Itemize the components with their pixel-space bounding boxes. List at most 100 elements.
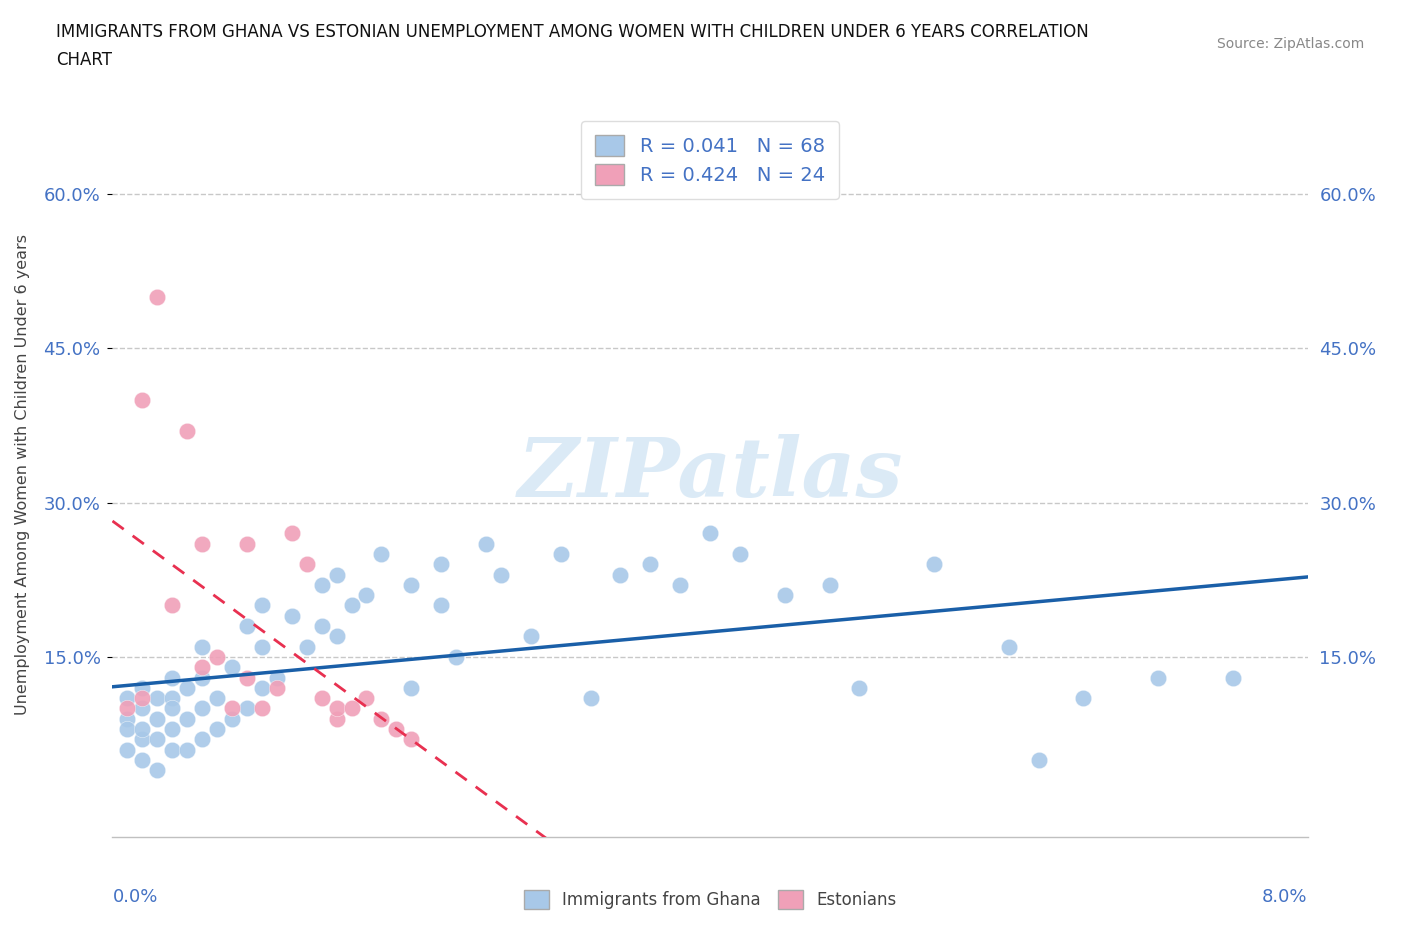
Point [146, 711, 169, 726]
Point [401, 681, 423, 696]
Text: IMMIGRANTS FROM GHANA VS ESTONIAN UNEMPLOYMENT AMONG WOMEN WITH CHILDREN UNDER 6: IMMIGRANTS FROM GHANA VS ESTONIAN UNEMPL… [56, 23, 1090, 41]
Point [281, 608, 304, 623]
Y-axis label: Unemployment Among Women with Children Under 6 years: Unemployment Among Women with Children U… [14, 233, 30, 715]
Point [176, 681, 198, 696]
Text: CHART: CHART [56, 51, 112, 69]
Point [356, 588, 378, 603]
Legend: Immigrants from Ghana, Estonians: Immigrants from Ghana, Estonians [517, 884, 903, 916]
Point [266, 681, 288, 696]
Point [205, 649, 228, 664]
Point [1073, 691, 1095, 706]
Point [131, 732, 153, 747]
Point [162, 701, 183, 716]
Point [401, 578, 423, 592]
Point [191, 732, 214, 747]
Point [311, 618, 333, 633]
Point [325, 701, 347, 716]
Point [401, 732, 423, 747]
Text: 8.0%: 8.0% [1263, 888, 1308, 906]
Point [325, 711, 347, 726]
Point [848, 681, 870, 696]
Point [609, 567, 631, 582]
Point [579, 691, 602, 706]
Point [191, 639, 214, 654]
Point [475, 537, 498, 551]
Point [236, 671, 259, 685]
Point [176, 742, 198, 757]
Point [221, 701, 243, 716]
Point [117, 722, 139, 737]
Point [205, 691, 228, 706]
Point [295, 639, 318, 654]
Point [162, 671, 183, 685]
Point [1222, 671, 1244, 685]
Point [250, 701, 273, 716]
Point [162, 691, 183, 706]
Point [773, 588, 796, 603]
Point [266, 671, 288, 685]
Point [325, 567, 347, 582]
Point [176, 711, 198, 726]
Point [146, 691, 169, 706]
Point [311, 691, 333, 706]
Point [191, 537, 214, 551]
Point [430, 598, 453, 613]
Point [520, 629, 543, 644]
Point [131, 701, 153, 716]
Point [340, 598, 363, 613]
Point [162, 742, 183, 757]
Point [489, 567, 512, 582]
Point [131, 681, 153, 696]
Point [385, 722, 408, 737]
Point [117, 701, 139, 716]
Point [370, 711, 392, 726]
Point [356, 691, 378, 706]
Point [191, 671, 214, 685]
Point [922, 557, 945, 572]
Point [997, 639, 1019, 654]
Point [430, 557, 453, 572]
Point [550, 547, 572, 562]
Point [117, 711, 139, 726]
Point [311, 578, 333, 592]
Point [295, 557, 318, 572]
Point [176, 423, 198, 438]
Point [146, 289, 169, 304]
Point [131, 722, 153, 737]
Text: ZIPatlas: ZIPatlas [517, 434, 903, 514]
Point [699, 526, 721, 541]
Point [146, 763, 169, 777]
Text: 0.0%: 0.0% [112, 888, 157, 906]
Point [818, 578, 841, 592]
Point [728, 547, 751, 562]
Point [236, 618, 259, 633]
Point [1147, 671, 1170, 685]
Point [117, 691, 139, 706]
Point [162, 598, 183, 613]
Point [281, 526, 304, 541]
Point [370, 547, 392, 562]
Point [221, 711, 243, 726]
Point [669, 578, 692, 592]
Point [236, 701, 259, 716]
Point [250, 639, 273, 654]
Point [340, 701, 363, 716]
Point [131, 392, 153, 407]
Point [221, 659, 243, 674]
Point [250, 681, 273, 696]
Point [191, 659, 214, 674]
Point [131, 752, 153, 767]
Point [638, 557, 661, 572]
Point [236, 537, 259, 551]
Point [162, 722, 183, 737]
Point [146, 732, 169, 747]
Point [117, 742, 139, 757]
Point [205, 722, 228, 737]
Text: Source: ZipAtlas.com: Source: ZipAtlas.com [1216, 37, 1364, 51]
Point [131, 691, 153, 706]
Point [250, 598, 273, 613]
Point [1028, 752, 1050, 767]
Point [325, 629, 347, 644]
Point [444, 649, 467, 664]
Point [191, 701, 214, 716]
